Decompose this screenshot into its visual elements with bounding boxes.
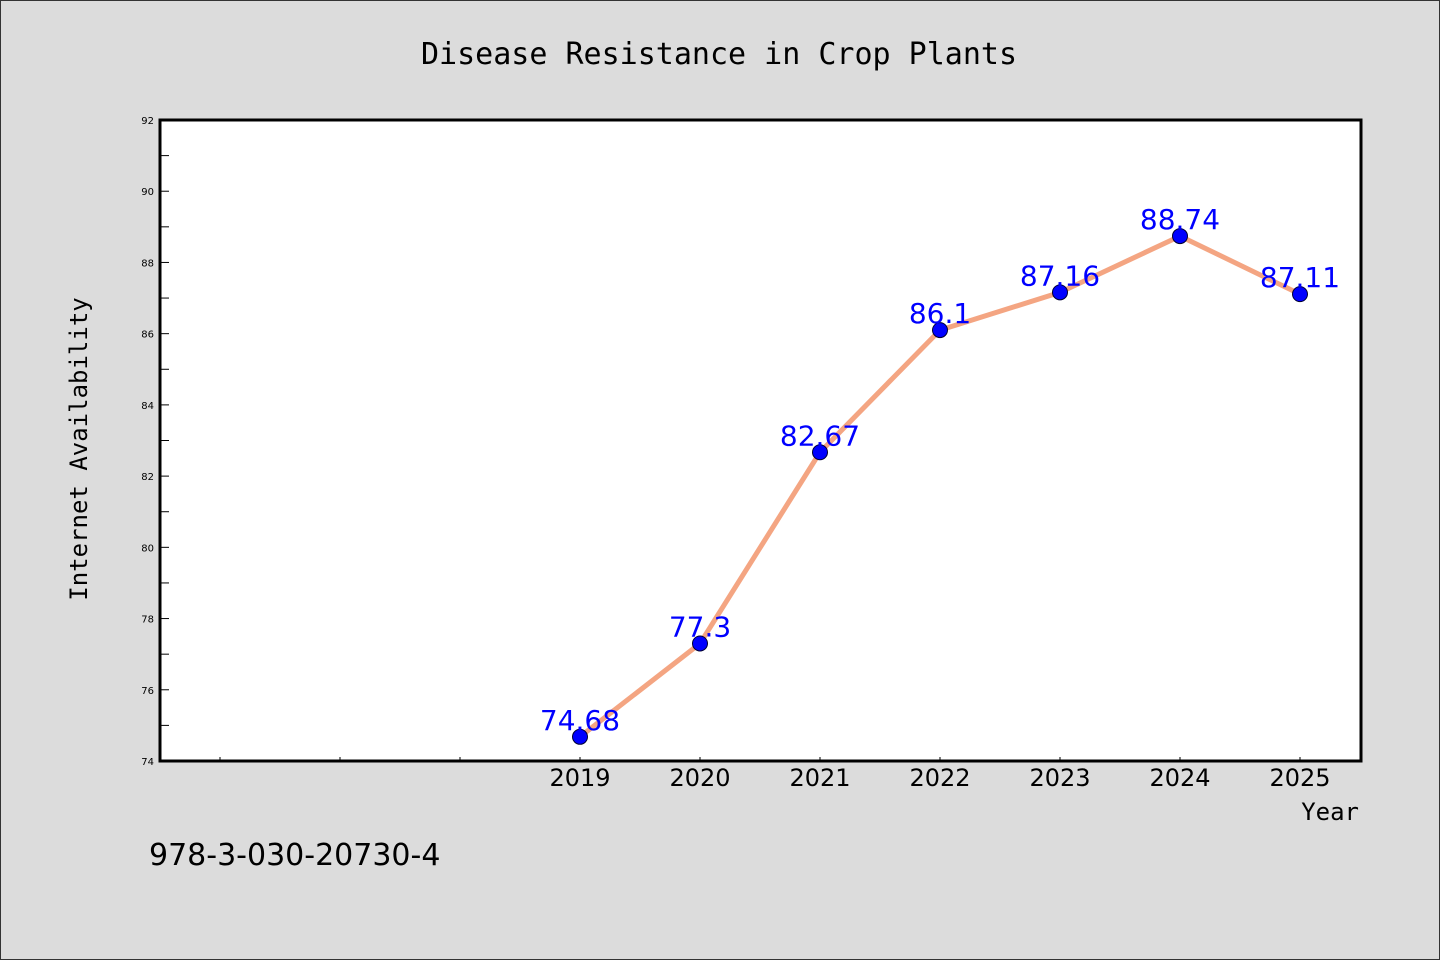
data-label: 87.16 <box>1020 259 1100 292</box>
y-tick-label: 78 <box>141 615 154 626</box>
x-tick-label: 2020 <box>669 764 730 792</box>
x-tick-label: 2023 <box>1029 764 1090 792</box>
data-point <box>932 322 948 339</box>
y-tick-label: 86 <box>141 330 154 341</box>
data-point <box>572 728 588 745</box>
data-label: 77.3 <box>669 610 731 643</box>
data-label: 86.1 <box>909 297 971 330</box>
data-label: 87.11 <box>1260 261 1340 294</box>
data-point <box>812 444 828 461</box>
y-tick-label: 88 <box>141 258 154 269</box>
y-tick-label: 80 <box>141 543 154 554</box>
y-tick-label: 74 <box>141 757 154 768</box>
data-label: 74.68 <box>540 704 620 737</box>
y-tick-label: 76 <box>141 686 154 697</box>
x-tick-label: 2025 <box>1269 764 1330 792</box>
data-point <box>1052 284 1068 301</box>
y-axis-label-group: Internet Availability <box>65 297 93 600</box>
data-point <box>1172 228 1188 245</box>
x-tick-label: 2021 <box>789 764 850 792</box>
series-markers <box>572 228 1308 745</box>
plot-area <box>158 118 1363 763</box>
x-axis-label: Year <box>1301 798 1359 826</box>
data-label: 82.67 <box>780 419 860 452</box>
x-tick-label: 2024 <box>1149 764 1210 792</box>
data-labels: 74.68 77.3 82.67 86.1 87.16 88.74 87.11 <box>540 203 1340 737</box>
data-point <box>692 635 708 652</box>
chart-title: Disease Resistance in Crop Plants <box>421 37 1017 72</box>
y-tick-label: 84 <box>141 401 154 412</box>
y-tick-label: 92 <box>141 116 154 127</box>
x-tick-label: 2019 <box>549 764 610 792</box>
x-axis-ticks: 2019 2020 2021 2022 2023 2024 2025 <box>219 757 1331 792</box>
footer-identifier: 978-3-030-20730-4 <box>149 838 440 873</box>
data-label: 88.74 <box>1140 203 1220 236</box>
y-axis-label: Internet Availability <box>65 297 93 600</box>
data-point <box>1292 286 1308 303</box>
x-tick-label: 2022 <box>909 764 970 792</box>
y-tick-label: 82 <box>141 472 154 483</box>
y-tick-label: 90 <box>141 187 154 198</box>
y-axis-ticks: 74 76 78 80 82 84 86 88 90 92 <box>141 116 169 768</box>
